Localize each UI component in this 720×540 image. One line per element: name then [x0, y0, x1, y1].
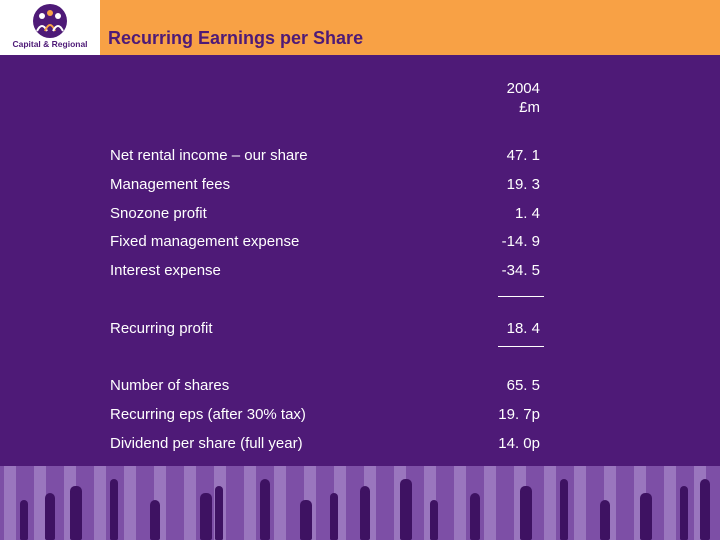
footer-stripe: [184, 466, 196, 540]
logo: Capital & Regional: [0, 0, 100, 55]
pedestrian-silhouette: [560, 479, 568, 540]
logo-text: Capital & Regional: [12, 39, 88, 49]
pedestrian-silhouette: [430, 500, 438, 540]
row-value-management-fees: 19. 3: [506, 176, 540, 193]
pedestrian-silhouette: [680, 486, 688, 540]
pedestrian-silhouette: [360, 486, 370, 540]
row-label-management-fees: Management fees: [110, 176, 231, 193]
logo-emblem-icon: [33, 4, 67, 38]
pedestrian-silhouette: [600, 500, 610, 540]
footer-stripe: [4, 466, 16, 540]
footer-stripe: [544, 466, 556, 540]
pedestrian-silhouette: [215, 486, 223, 540]
row-value-fixed-management-expense: -14. 9: [501, 233, 540, 250]
pedestrian-silhouette: [640, 493, 652, 540]
footer-stripe: [574, 466, 586, 540]
footer-stripe: [454, 466, 466, 540]
column-year: 2004: [506, 80, 540, 97]
row-value-recurring-profit: 18. 4: [506, 320, 540, 337]
row-value-recurring-eps: 19. 7p: [498, 406, 540, 423]
footer-stripe: [274, 466, 286, 540]
footer-stripe: [124, 466, 136, 540]
pedestrian-silhouette: [470, 493, 480, 540]
footer-stripe: [484, 466, 496, 540]
footer-stripe: [664, 466, 676, 540]
pedestrian-silhouette: [400, 479, 412, 540]
pedestrian-silhouette: [330, 493, 338, 540]
row-label-recurring-eps: Recurring eps (after 30% tax): [110, 406, 306, 423]
pedestrian-silhouette: [200, 493, 212, 540]
pedestrian-silhouette: [260, 479, 270, 540]
row-label-interest-expense: Interest expense: [110, 262, 221, 279]
footer-stripe: [244, 466, 256, 540]
header-bar: Capital & Regional Recurring Earnings pe…: [0, 0, 720, 55]
footer-shoppers-banner: [0, 466, 720, 540]
row-label-number-of-shares: Number of shares: [110, 377, 230, 394]
pedestrian-silhouette: [45, 493, 55, 540]
total-rule: [498, 346, 544, 347]
row-label-net-rental-income: Net rental income – our share: [110, 147, 308, 164]
pedestrian-silhouette: [20, 500, 28, 540]
pedestrian-silhouette: [520, 486, 532, 540]
row-value-dividend-per-share: 14. 0p: [498, 435, 540, 452]
page-title: Recurring Earnings per Share: [108, 28, 364, 48]
pedestrian-silhouette: [110, 479, 118, 540]
pedestrian-silhouette: [300, 500, 312, 540]
row-value-snozone-profit: 1. 4: [514, 205, 540, 222]
column-unit: £m: [519, 99, 540, 116]
row-label-recurring-profit: Recurring profit: [110, 320, 213, 337]
row-label-fixed-management-expense: Fixed management expense: [110, 233, 300, 250]
footer-stripe: [94, 466, 106, 540]
row-label-dividend-per-share: Dividend per share (full year): [110, 435, 303, 452]
footer-stripe: [34, 466, 46, 540]
pedestrian-silhouette: [700, 479, 710, 540]
pedestrian-silhouette: [150, 500, 160, 540]
row-value-net-rental-income: 47. 1: [506, 147, 540, 164]
row-value-interest-expense: -34. 5: [501, 262, 540, 279]
pedestrian-silhouette: [70, 486, 82, 540]
row-label-snozone-profit: Snozone profit: [110, 205, 207, 222]
subtotal-rule: [498, 296, 544, 297]
row-value-number-of-shares: 65. 5: [506, 377, 540, 394]
